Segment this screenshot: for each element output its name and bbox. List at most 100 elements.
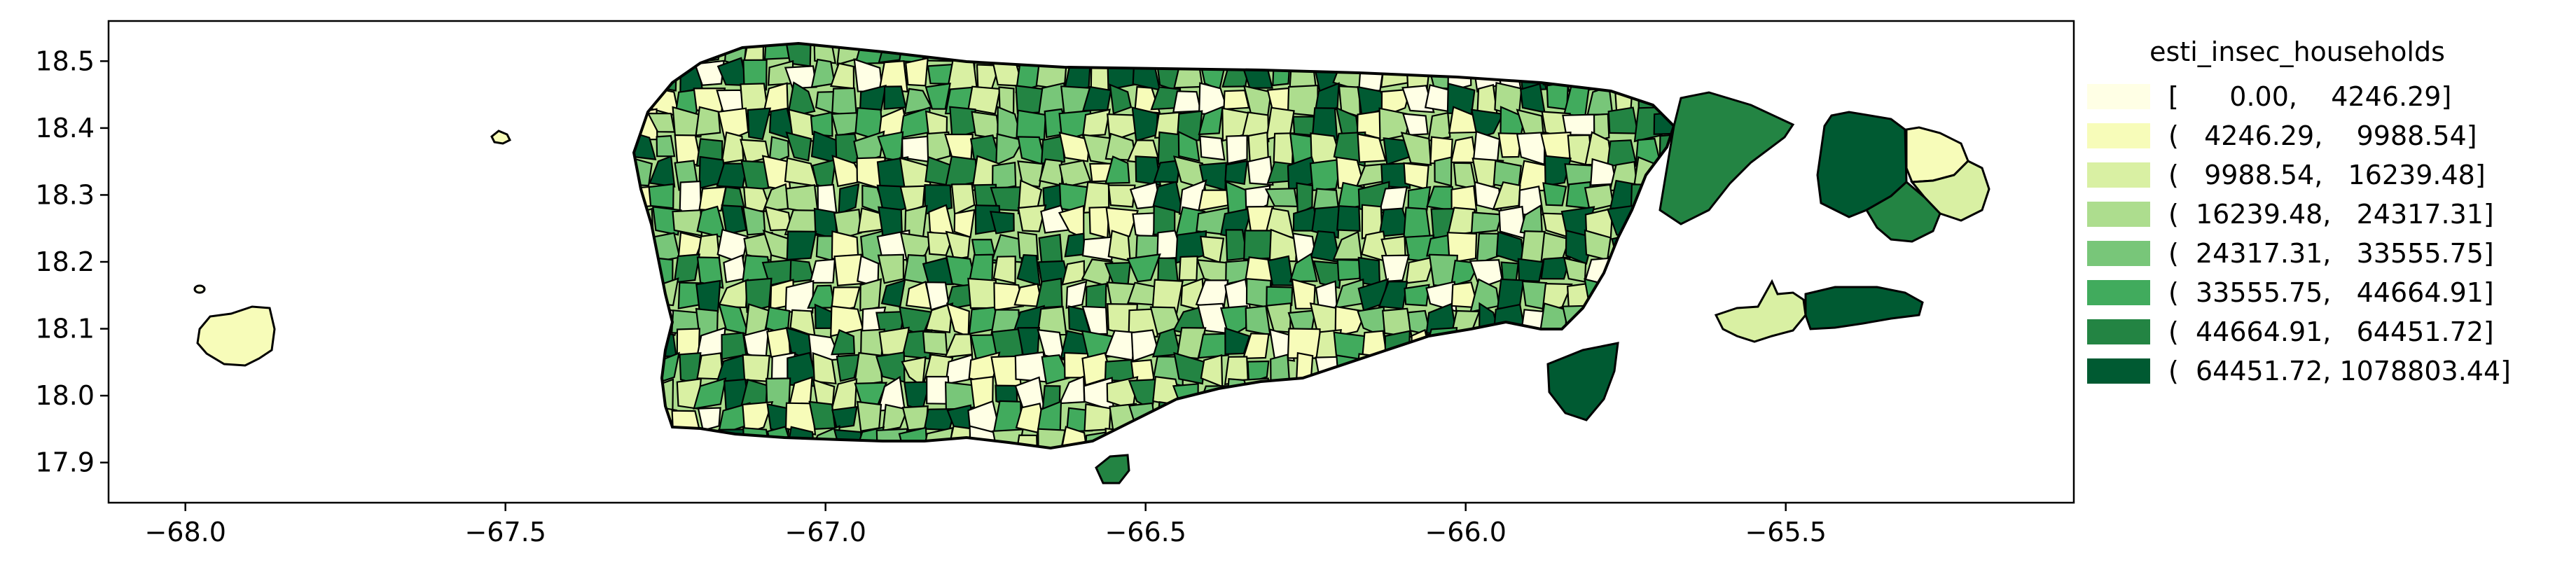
tract-cell: [1656, 379, 1674, 408]
tract-cell: [786, 426, 816, 448]
tract-cell: [1017, 160, 1044, 188]
tract-cell: [1403, 207, 1432, 241]
tract-cell: [1131, 106, 1158, 142]
tract-cell: [1611, 424, 1640, 448]
legend-entry: ( 64451.72, 1078803.44]: [2087, 351, 2563, 391]
tract-cell: [1065, 280, 1088, 309]
tract-cell: [1652, 60, 1674, 94]
legend-label: [ 0.00, 4246.29]: [2168, 81, 2452, 112]
tract-cell: [1126, 432, 1156, 448]
map-legend: esti_insec_households [ 0.00, 4246.29] ( …: [2087, 36, 2563, 391]
tract-cell: [1659, 43, 1674, 64]
tract-cell: [1655, 333, 1674, 358]
tract-cell: [1334, 380, 1365, 405]
tract-cell: [696, 256, 724, 289]
tract-cell: [1173, 57, 1203, 89]
tract-cell: [1223, 90, 1250, 111]
tract-cell: [1268, 228, 1298, 263]
tract-cell: [634, 381, 658, 410]
tract-cell: [1401, 113, 1429, 137]
tract-cell: [1563, 43, 1595, 66]
tract-cell: [1198, 333, 1230, 359]
tract-cell: [831, 87, 858, 118]
tract-cell: [1199, 426, 1229, 448]
tract-cell: [672, 43, 702, 63]
tract-cell: [1656, 352, 1674, 386]
tract-cell: [833, 428, 864, 448]
tract-cell: [1363, 407, 1386, 432]
legend-entry: ( 33555.75, 44664.91]: [2087, 273, 2563, 312]
tract-cell: [1296, 182, 1314, 215]
tract-cell: [1017, 231, 1039, 260]
tract-cell: [1064, 232, 1086, 258]
tract-cell: [883, 85, 907, 110]
tract-cell: [1492, 329, 1523, 355]
tract-cell: [1469, 355, 1504, 387]
legend-label: ( 64451.72, 1078803.44]: [2168, 356, 2511, 386]
tract-cell: [925, 302, 954, 333]
tract-cell: [1313, 424, 1338, 448]
tract-cell: [1428, 403, 1456, 436]
tract-cell: [1584, 59, 1610, 92]
tract-cell: [1608, 57, 1641, 88]
tract-cell: [853, 351, 883, 387]
tract-cell: [1317, 380, 1341, 410]
tract-cell: [925, 82, 951, 110]
east-coast-tract-south: [1546, 342, 1619, 421]
tract-cell: [1198, 105, 1224, 136]
legend-label: ( 33555.75, 44664.91]: [2168, 277, 2494, 308]
tract-cell: [1315, 43, 1337, 67]
tract-cell: [1470, 211, 1503, 235]
tract-cell: [1289, 407, 1320, 434]
tract-cell: [1149, 428, 1178, 448]
legend-entry: ( 24317.31, 33555.75]: [2087, 234, 2563, 273]
tract-cell: [1519, 431, 1547, 448]
tract-cell: [1381, 428, 1410, 448]
tract-cell: [1593, 113, 1610, 142]
tract-cell: [652, 58, 678, 92]
tract-cell: [1058, 160, 1092, 188]
tract-cell: [1539, 43, 1570, 62]
tract-cell: [989, 211, 1015, 235]
legend-entry: ( 9988.54, 16239.48]: [2087, 155, 2563, 195]
tract-cell: [1105, 155, 1130, 184]
tract-cell: [1629, 424, 1662, 448]
tract-cell: [950, 183, 976, 216]
tract-cell: [1633, 330, 1663, 356]
tract-cell: [1538, 426, 1567, 448]
tract-cell: [634, 278, 655, 312]
tract-cell: [1177, 130, 1200, 162]
x-tick-label: −67.0: [784, 517, 866, 547]
tract-cell: [1607, 305, 1635, 336]
tract-cell: [1267, 255, 1294, 286]
tract-cell: [721, 131, 745, 165]
y-tick-label: 18.1: [35, 314, 95, 344]
tract-cell: [1404, 379, 1428, 409]
tract-cell: [1587, 302, 1614, 336]
y-tick-label: 17.9: [35, 447, 95, 478]
tract-cell: [745, 277, 773, 313]
tract-cell: [1427, 354, 1455, 386]
legend-swatch: [2087, 162, 2150, 188]
tract-cell: [1584, 183, 1614, 211]
legend-swatch: [2087, 280, 2150, 305]
x-tick-label: −68.0: [144, 517, 226, 547]
tract-cell: [1126, 253, 1161, 283]
tract-cell: [836, 354, 861, 382]
tract-cell: [1247, 360, 1270, 384]
tract-cell: [1610, 43, 1635, 64]
tract-cell: [1336, 205, 1361, 232]
tract-cell: [1265, 381, 1296, 411]
tract-cell: [877, 253, 905, 284]
legend-entry: ( 16239.48, 24317.31]: [2087, 195, 2563, 234]
tract-cell: [1060, 43, 1093, 65]
tract-cell: [878, 60, 908, 93]
tract-cell: [1404, 284, 1430, 307]
tract-cell: [1378, 353, 1411, 386]
tract-cell: [1654, 278, 1674, 314]
tract-cell: [1633, 377, 1662, 412]
tract-cell: [1631, 230, 1656, 265]
tract-cell: [1385, 43, 1410, 64]
tract-cell: [1655, 406, 1674, 430]
tract-cell: [1017, 204, 1047, 232]
